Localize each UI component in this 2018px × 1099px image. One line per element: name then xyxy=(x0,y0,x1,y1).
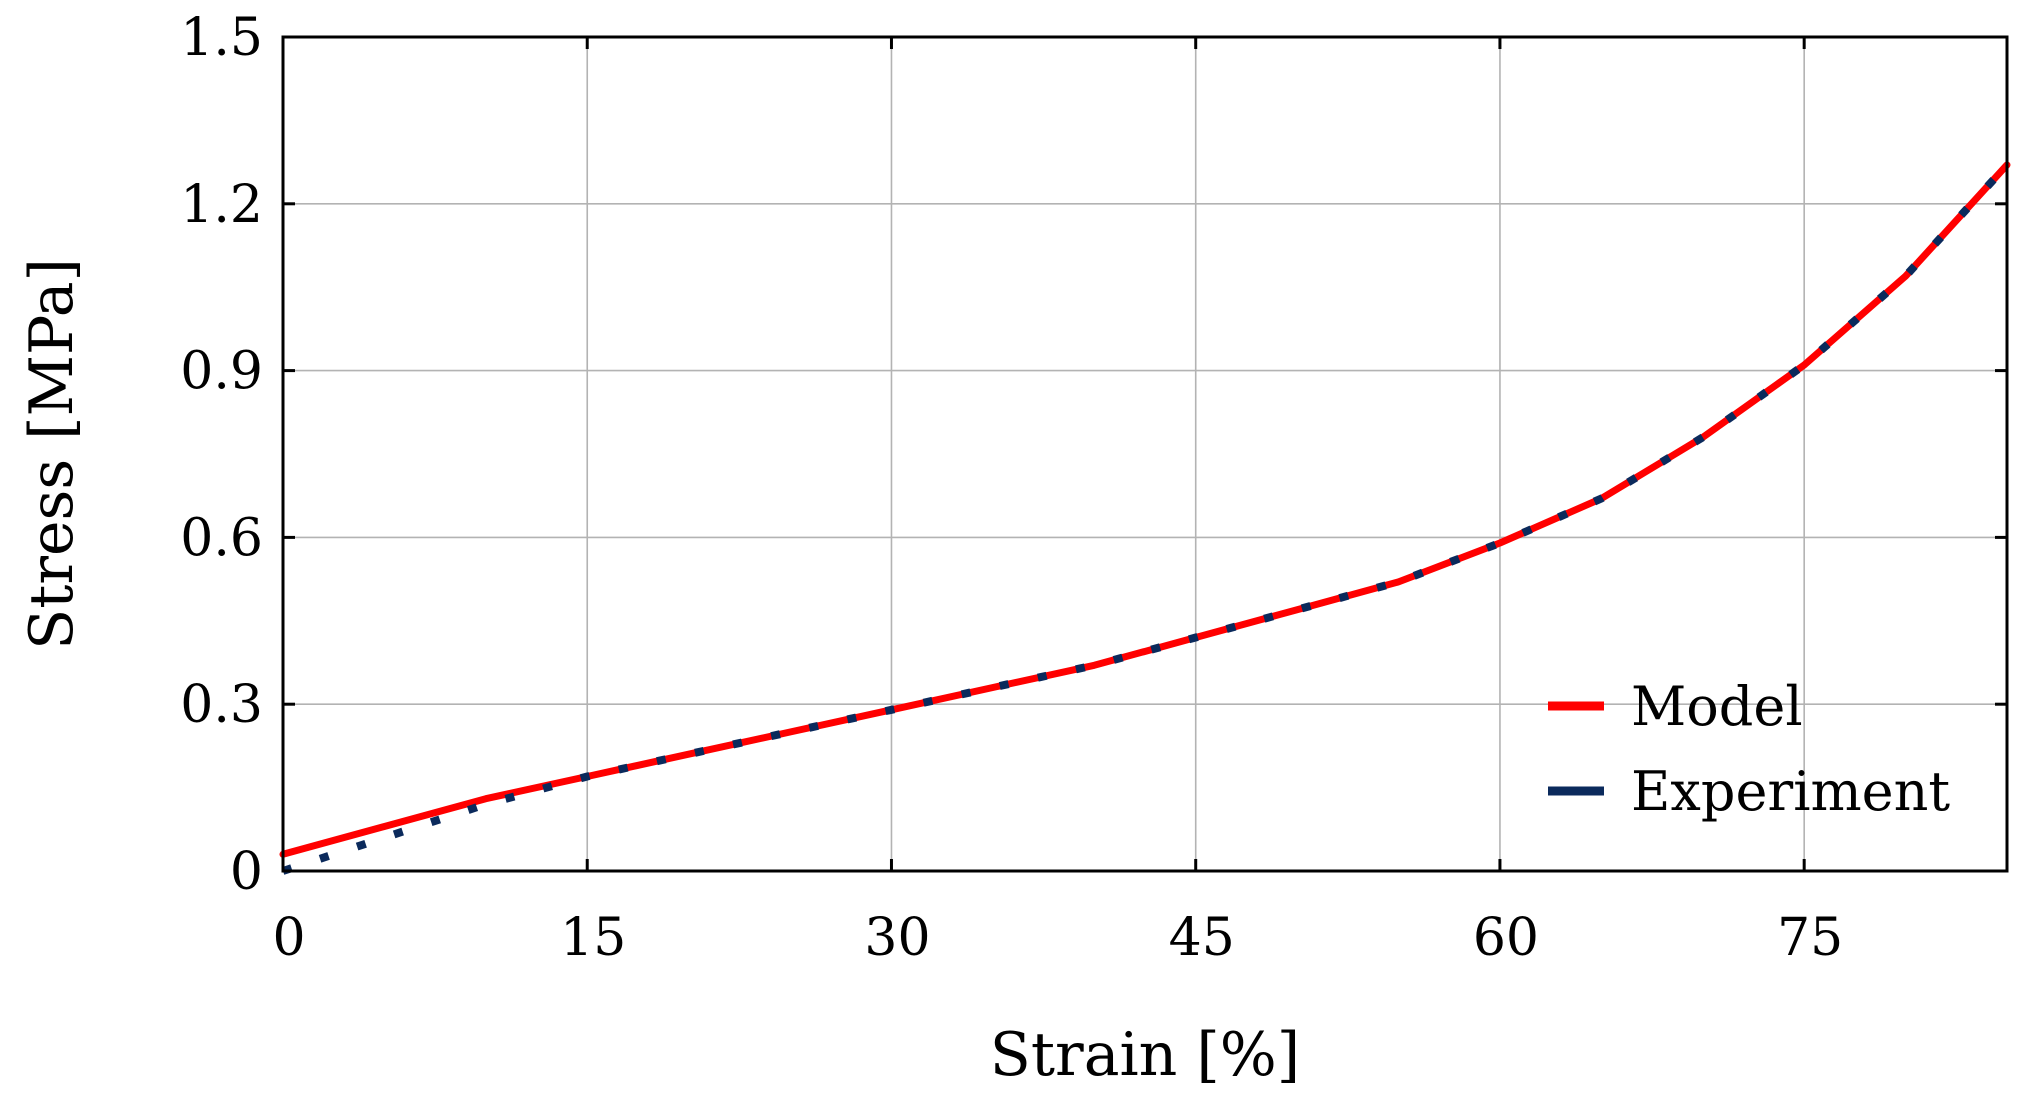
plot-frame xyxy=(281,35,2009,873)
x-tick-label: 60 xyxy=(1473,908,1539,968)
y-tick-label: 0.9 xyxy=(180,342,263,402)
y-tick-label: 0.6 xyxy=(180,508,263,568)
x-axis-label: Strain [%] xyxy=(990,1020,1300,1090)
ticks-layer: 0 15 30 45 60 75 0 0.3 0.6 0.9 1.2 1.5 xyxy=(180,8,2009,968)
y-tick-label: 1.2 xyxy=(180,175,263,235)
x-tick-label: 75 xyxy=(1777,908,1843,968)
x-tick-label: 30 xyxy=(864,908,930,968)
y-tick-label: 0.3 xyxy=(180,675,263,735)
legend: Model Experiment xyxy=(1548,675,1950,823)
series-layer xyxy=(279,161,2011,875)
x-tick-label: 15 xyxy=(560,908,626,968)
x-tick-label: 0 xyxy=(272,908,305,968)
grid-layer xyxy=(283,37,2007,871)
legend-label-1: Experiment xyxy=(1631,760,1950,823)
axes-layer xyxy=(281,35,2009,873)
y-axis-label: Stress [MPa] xyxy=(17,258,87,650)
y-tick-label: 0 xyxy=(230,842,263,902)
x-tick-label: 45 xyxy=(1169,908,1235,968)
y-tick-label: 1.5 xyxy=(180,8,263,68)
series-line-0 xyxy=(279,161,2011,858)
legend-label-0: Model xyxy=(1631,675,1803,738)
